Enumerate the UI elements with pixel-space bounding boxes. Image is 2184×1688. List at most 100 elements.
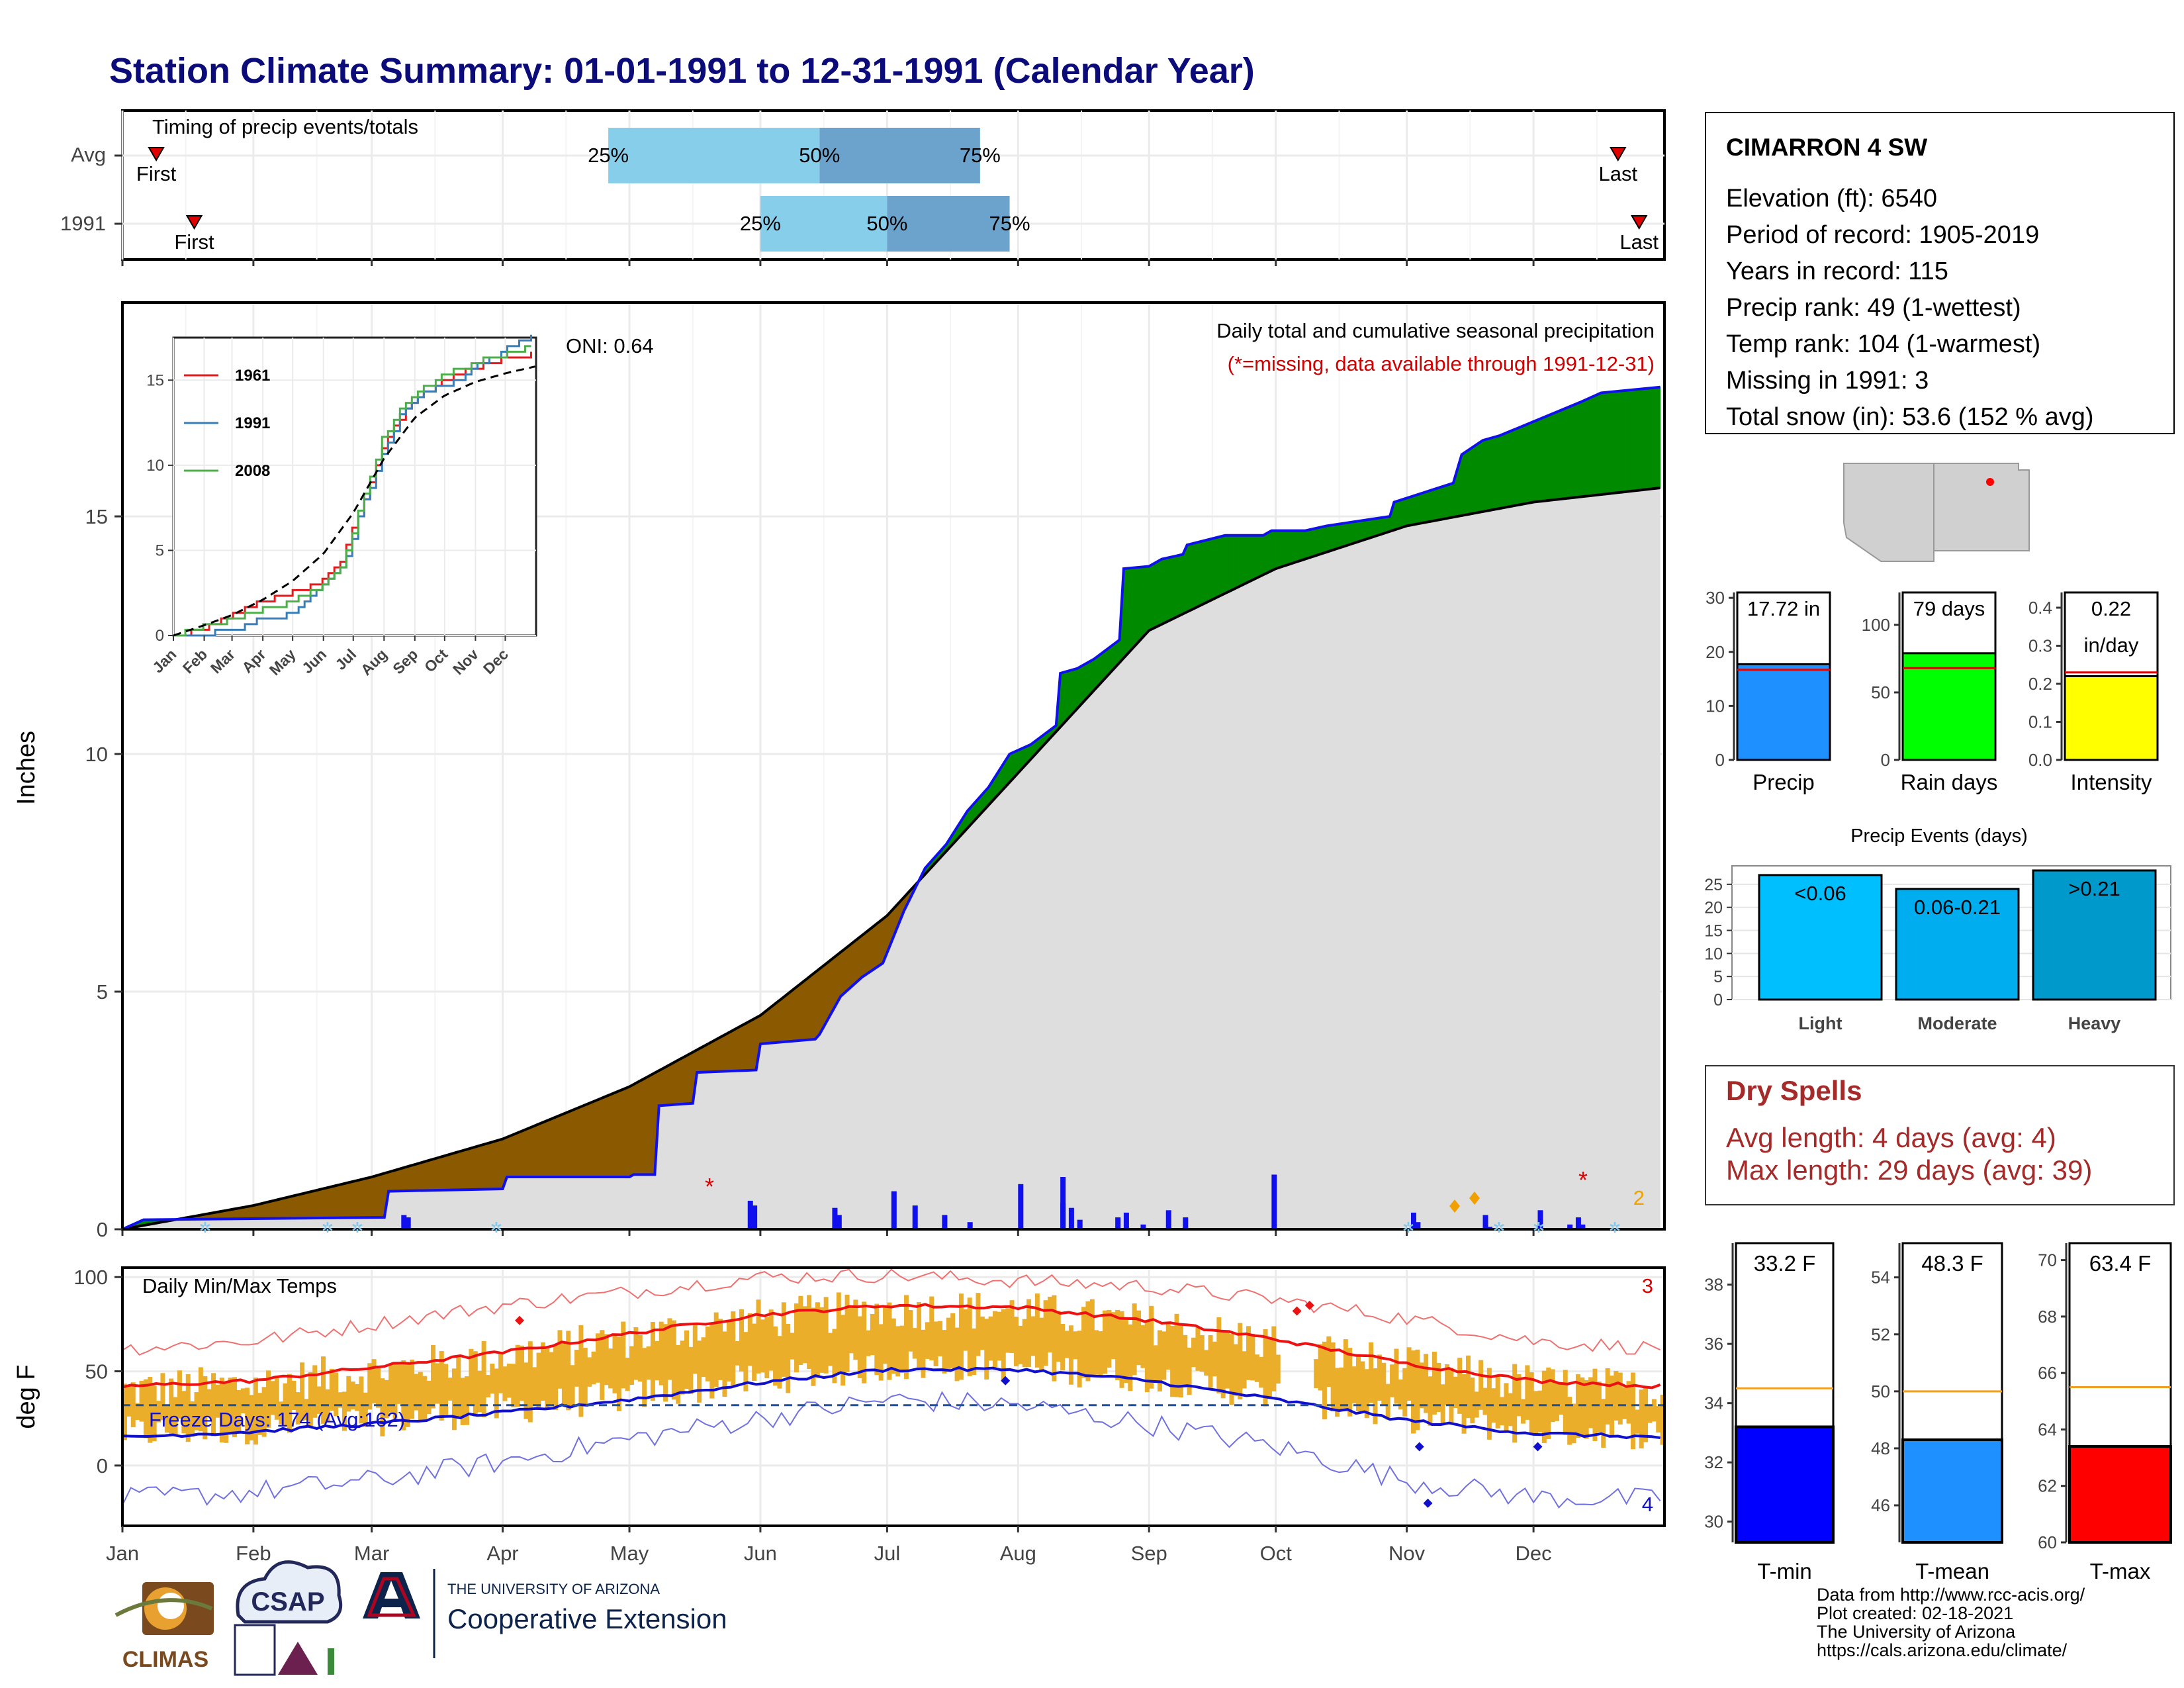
small-bar-unit-label: in/day <box>2084 633 2139 657</box>
daily-temp-bar <box>194 1392 199 1430</box>
daily-precip-bar <box>1018 1184 1024 1229</box>
daily-temp-bar <box>616 1336 621 1411</box>
precip-departure-strip <box>1279 530 1285 568</box>
daily-temp-bar <box>1128 1324 1133 1391</box>
record-marker <box>515 1315 525 1325</box>
daily-temp-bar <box>1596 1382 1602 1432</box>
daily-temp-bar <box>1445 1364 1450 1405</box>
precip-departure-strip <box>523 1128 529 1178</box>
inset-frame <box>172 336 537 637</box>
precip-departure-strip <box>696 1047 702 1073</box>
daily-temp-bar <box>629 1346 635 1385</box>
daily-temp-bar <box>1529 1372 1534 1436</box>
missing-count: 2 <box>1633 1186 1645 1209</box>
precip-departure-strip <box>1148 563 1154 632</box>
daily-temp-bar <box>1575 1374 1580 1438</box>
daily-temp-bar <box>1381 1362 1387 1405</box>
precip-departure-strip <box>591 1100 596 1178</box>
daily-temp-bar <box>1314 1359 1319 1389</box>
precip-departure-strip <box>1195 541 1201 608</box>
timing-first-marker <box>185 215 203 230</box>
precip-departure-strip <box>616 1090 621 1178</box>
footer-data-source: Data from http://www.rcc-acis.org/ <box>1817 1585 2085 1605</box>
daily-temp-bar <box>164 1404 169 1433</box>
daily-temp-bar <box>1660 1394 1665 1445</box>
precip-departure-strip <box>494 1139 499 1190</box>
precip-departure-strip <box>443 1154 449 1191</box>
daily-temp-bar <box>1085 1301 1091 1382</box>
daily-temp-bar <box>1267 1338 1272 1397</box>
daily-temp-bar <box>1394 1348 1399 1404</box>
daily-temp-bar <box>139 1380 144 1422</box>
precip-departure-strip <box>439 1155 444 1191</box>
daily-temp-bar <box>697 1340 702 1403</box>
precip-departure-strip <box>265 1201 271 1219</box>
precip-departure-strip <box>1081 663 1086 705</box>
daily-temp-bar <box>1246 1326 1251 1380</box>
daily-temp-bar <box>1500 1397 1505 1426</box>
daily-temp-bar <box>1132 1303 1137 1376</box>
precip-departure-strip <box>735 1026 740 1072</box>
daily-precip-bar <box>401 1215 407 1229</box>
daily-temp-bar <box>1318 1344 1323 1391</box>
daily-temp-bar <box>841 1315 846 1386</box>
daily-temp-bar <box>773 1326 778 1386</box>
daily-temp-bar <box>1563 1370 1568 1435</box>
daily-temp-bar <box>891 1318 896 1374</box>
daily-temp-bar <box>663 1324 668 1402</box>
precip-departure-strip <box>666 1063 672 1105</box>
daily-temp-bar <box>633 1327 639 1380</box>
daily-temp-bar <box>469 1348 474 1405</box>
precip-departure-strip <box>870 925 875 972</box>
daily-temp-bar <box>798 1295 803 1365</box>
temp-small-value-label: 63.4 F <box>2089 1251 2152 1276</box>
daily-temp-bar <box>1259 1356 1264 1388</box>
precip-departure-strip <box>1419 492 1424 524</box>
precip-departure-strip <box>324 1186 330 1219</box>
daily-temp-bar <box>130 1382 136 1428</box>
daily-temp-bar <box>625 1358 630 1391</box>
daily-temp-bar <box>511 1364 516 1407</box>
daily-temp-bar <box>1026 1299 1032 1367</box>
temp-ylabel: deg F <box>13 1364 40 1429</box>
precip-departure-strip <box>460 1149 465 1190</box>
precip-departure-strip <box>1199 540 1205 606</box>
precip-departure-strip <box>519 1129 524 1178</box>
temp-small-ytick-label: 38 <box>1704 1275 1723 1295</box>
precip-departure-strip <box>278 1197 284 1219</box>
precip-departure-strip <box>350 1180 355 1219</box>
daily-temp-bar <box>650 1322 655 1401</box>
precip-departure-strip <box>468 1147 474 1190</box>
events-bar-label: >0.21 <box>2068 877 2120 900</box>
daily-temp-bar <box>321 1356 326 1424</box>
uofa-small-text: THE UNIVERSITY OF ARIZONA <box>447 1581 660 1597</box>
precip-departure-strip <box>1072 668 1078 714</box>
daily-temp-bar <box>954 1327 960 1382</box>
daily-temp-bar <box>190 1401 195 1437</box>
daily-precip-bar <box>1482 1215 1488 1229</box>
precip-departure-strip <box>338 1184 343 1219</box>
precip-departure-strip <box>806 974 812 1041</box>
daily-temp-bar <box>494 1368 499 1419</box>
temp-small-value-label: 48.3 F <box>1921 1251 1983 1276</box>
precip-departure-strip <box>464 1148 469 1190</box>
precip-departure-strip <box>781 994 786 1043</box>
precip-departure-strip <box>291 1195 296 1219</box>
precip-departure-strip <box>1174 555 1179 619</box>
events-category-label: Moderate <box>1917 1013 1997 1033</box>
precip-departure-strip <box>852 938 858 986</box>
daily-temp-bar <box>764 1317 770 1379</box>
record-high-count: 3 <box>1642 1274 1653 1297</box>
precip-departure-strip <box>878 918 884 967</box>
precip-departure-strip <box>400 1166 406 1192</box>
small-bar-charts: 0 10 20 30 17.72 in Precip 0 50 100 79 days Rain d… <box>1706 588 2159 794</box>
missing-note: (*=missing, data available through 1991-… <box>1228 352 1655 375</box>
precip-departure-strip <box>1123 567 1128 659</box>
daily-temp-bar <box>747 1313 752 1366</box>
daily-temp-bar <box>705 1326 710 1382</box>
precip-departure-strip <box>1322 525 1327 554</box>
daily-temp-bar <box>988 1316 993 1361</box>
precip-departure-strip <box>1161 557 1167 625</box>
svg-text:✲: ✲ <box>1533 1219 1545 1236</box>
precip-departure-strip <box>1228 535 1234 592</box>
